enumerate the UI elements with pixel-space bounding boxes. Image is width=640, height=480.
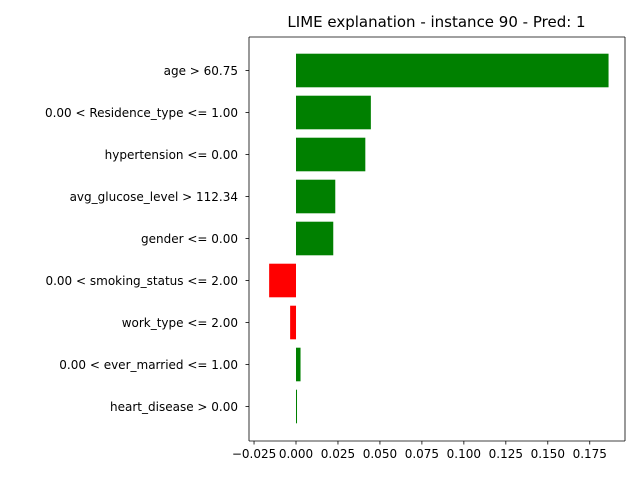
axes-group [245, 36, 626, 445]
bar-0 [296, 389, 298, 424]
x-tick-label: 0.125 [489, 447, 523, 461]
y-tick-label: 0.00 < Residence_type <= 1.00 [45, 106, 238, 120]
y-tick-label: avg_glucose_level > 112.34 [70, 190, 238, 204]
y-tick-label: hypertension <= 0.00 [105, 148, 238, 162]
x-tick-label: 0.075 [405, 447, 439, 461]
bars-group [269, 53, 609, 424]
x-tick-label: 0.050 [363, 447, 397, 461]
y-tick-label: heart_disease > 0.00 [110, 400, 238, 414]
bar-5 [296, 179, 336, 214]
x-tick-label: 0.100 [447, 447, 481, 461]
x-tick-label: 0.175 [573, 447, 607, 461]
x-tick-label: 0.150 [531, 447, 565, 461]
x-tick-label: 0.025 [321, 447, 355, 461]
x-tick-label: 0.000 [279, 447, 313, 461]
bar-3 [269, 263, 296, 298]
y-tick-label: 0.00 < smoking_status <= 2.00 [45, 274, 238, 288]
bar-2 [290, 305, 297, 340]
x-tick-labels: −0.025 0.000 0.025 0.050 0.075 0.100 0.125 0.15… [232, 447, 607, 461]
x-tick-label: −0.025 [232, 447, 276, 461]
y-tick-label: age > 60.75 [164, 64, 238, 78]
bar-8 [296, 53, 609, 88]
bar-7 [296, 95, 371, 130]
y-tick-label: gender <= 0.00 [141, 232, 238, 246]
y-tick-label: 0.00 < ever_married <= 1.00 [59, 358, 238, 372]
y-tick-labels: heart_disease > 0.00 0.00 < ever_married … [45, 64, 238, 414]
bar-6 [296, 137, 366, 172]
y-tick-label: work_type <= 2.00 [122, 316, 238, 330]
chart-title: LIME explanation - instance 90 - Pred: 1 [287, 13, 585, 31]
bar-4 [296, 221, 334, 256]
bar-1 [296, 347, 301, 382]
